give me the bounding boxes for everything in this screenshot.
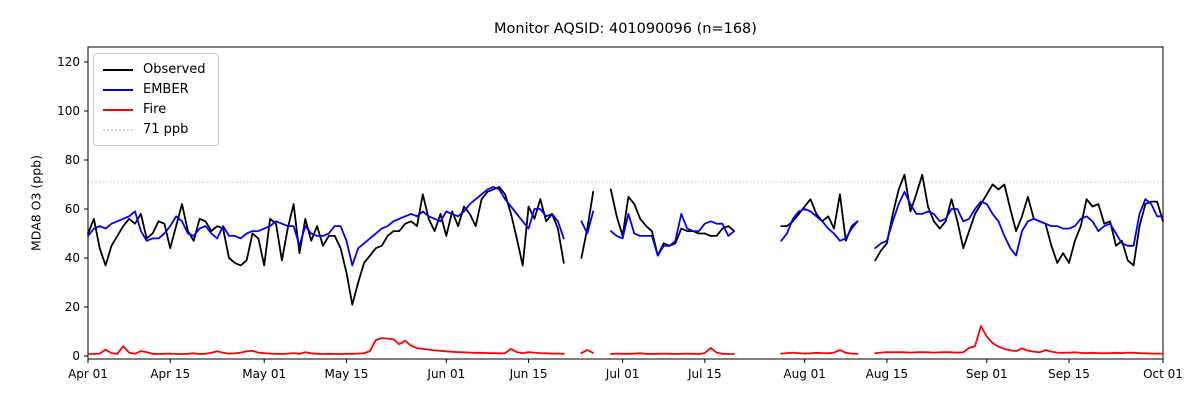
legend-item-threshold: 71 ppb [103,123,206,136]
ember-line-sample [103,88,133,91]
y-tick-label: 20 [65,300,80,314]
chart-title: Monitor AQSID: 401090096 (n=168) [494,21,757,37]
legend-item-observed: Observed [103,63,206,76]
y-tick-label: 40 [65,251,80,265]
x-tick-label: Jun 15 [509,367,548,381]
y-tick-label: 0 [72,349,80,363]
fire-line-sample [103,108,133,111]
x-tick-label: Aug 01 [783,367,826,381]
x-tick-label: Jun 01 [426,367,465,381]
x-tick-label: Apr 15 [150,367,190,381]
x-tick-label: Sep 01 [966,367,1008,381]
observed-line-sample [103,68,133,71]
x-tick-label: May 15 [325,367,369,381]
legend-label-fire: Fire [143,102,167,117]
x-tick-label: Aug 15 [866,367,909,381]
x-tick-label: May 01 [242,367,286,381]
legend-label-threshold: 71 ppb [143,122,189,137]
axes-frame [87,46,1164,360]
x-tick-label: Oct 01 [1143,367,1183,381]
y-axis-label: MDA8 O3 (ppb) [28,155,44,251]
y-tick-label: 120 [57,55,80,69]
x-tick-label: Jul 01 [605,367,640,381]
y-tick-label: 80 [65,153,80,167]
ember-line [87,186,1164,267]
legend: Observed EMBER Fire 71 ppb [93,53,219,146]
y-tick-label: 100 [57,104,80,118]
fire-line [87,325,1164,355]
x-tick-label: Jul 15 [687,367,722,381]
observed-line [87,173,1164,306]
y-tick-label: 60 [65,202,80,216]
legend-item-ember: EMBER [103,83,206,96]
threshold-line-sample [103,128,133,131]
x-tick-label: Apr 01 [68,367,108,381]
x-tick-label: Sep 15 [1048,367,1090,381]
legend-item-fire: Fire [103,103,206,116]
legend-label-observed: Observed [143,62,206,77]
legend-label-ember: EMBER [143,82,189,97]
